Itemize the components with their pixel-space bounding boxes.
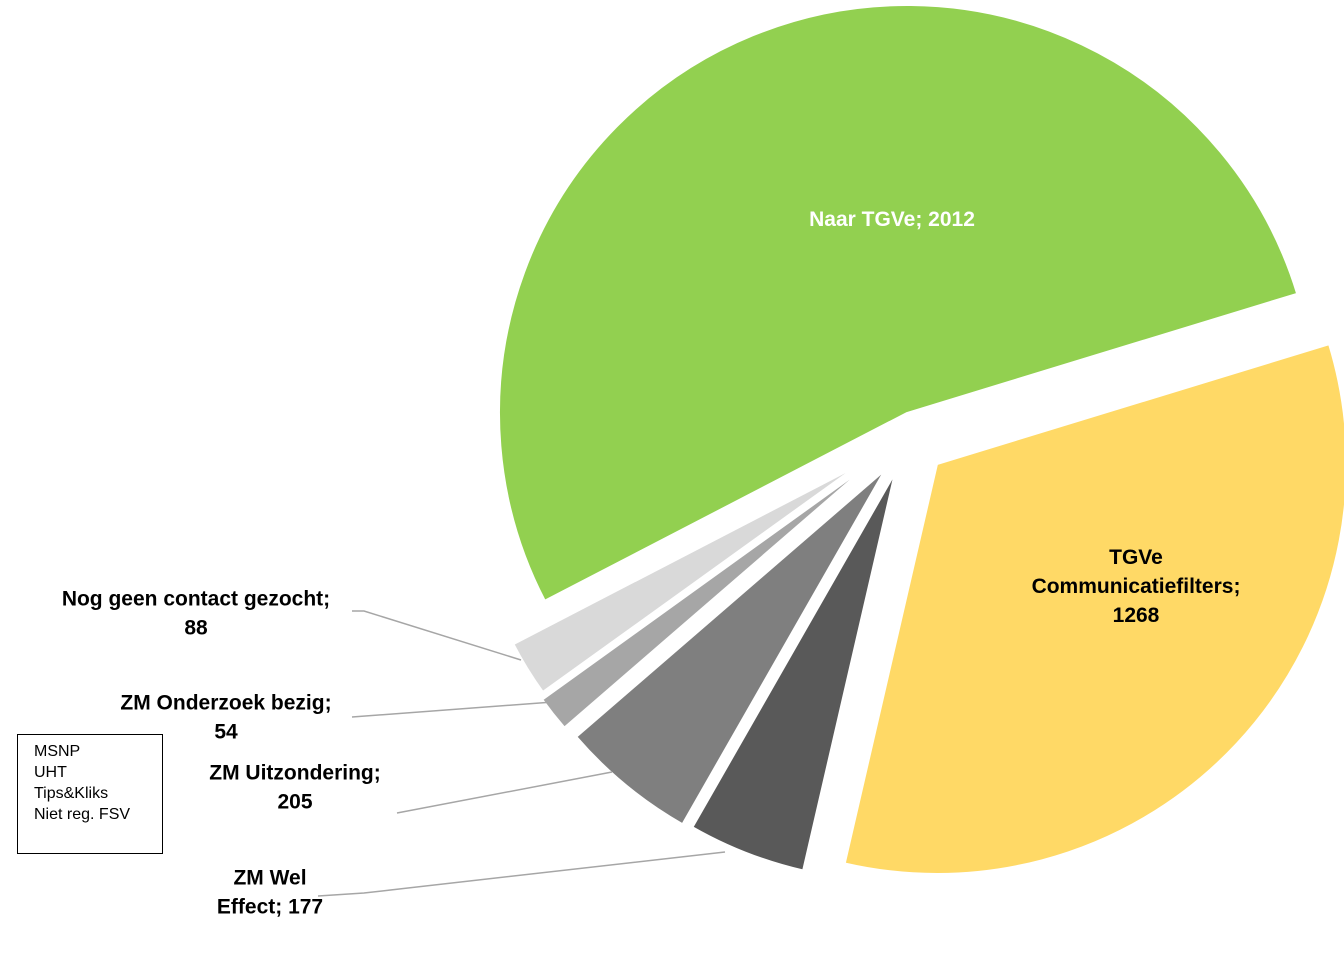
pie-slice-zm-uitzondering <box>574 469 886 826</box>
pie-slice-zm-wel-effect <box>691 472 896 872</box>
note-line: MSNP <box>34 743 81 760</box>
data-label-line: Naar TGVe; 2012 <box>809 208 975 231</box>
data-label-line: ZM Onderzoek bezig; <box>120 692 331 715</box>
pie-slice-zm-onderzoek-bezig <box>540 465 868 729</box>
pie-slice-naar-tgve <box>498 3 1299 603</box>
note-line: UHT <box>34 764 67 781</box>
note-box: MSNP UHT Tips&Kliks Niet reg. FSV <box>17 734 163 854</box>
data-label-line: Communicatiefilters; <box>1032 575 1241 598</box>
data-label: Nog geen contact gezocht; 88 <box>62 588 330 640</box>
leader-line <box>396 771 613 814</box>
leader-line <box>352 610 522 661</box>
note-line: Tips&Kliks <box>34 785 109 802</box>
data-label-line: TGVe <box>1109 546 1163 569</box>
data-label: ZM Wel Effect; 177 <box>217 867 323 919</box>
note-line: Niet reg. FSV <box>34 806 131 823</box>
data-label-line: Effect; 177 <box>217 896 323 919</box>
data-label: ZM Uitzondering; 205 <box>209 762 380 814</box>
data-label: Naar TGVe; 2012 <box>809 208 975 231</box>
data-label-line: ZM Uitzondering; <box>209 762 380 785</box>
pie-slice-tgve-communicatiefilters <box>843 342 1344 875</box>
data-label-line: 88 <box>184 617 208 640</box>
data-label: TGVe Communicatiefilters; 1268 <box>1032 546 1241 627</box>
data-label-line: 1268 <box>1113 604 1160 627</box>
pie-slices <box>498 3 1344 875</box>
leader-line <box>351 701 554 718</box>
data-label-line: 54 <box>214 721 238 744</box>
slice-labels: Naar TGVe; 2012 TGVe Communicatiefilters; 1… <box>62 208 1241 919</box>
data-label: ZM Onderzoek bezig; 54 <box>120 692 331 744</box>
data-label-line: 205 <box>277 791 312 814</box>
leader-line <box>317 851 726 897</box>
pie-slice-nog-geen-contact-gezocht <box>512 465 858 694</box>
leader-lines <box>317 610 726 897</box>
data-label-line: Nog geen contact gezocht; <box>62 588 330 611</box>
data-label-line: ZM Wel <box>233 867 306 890</box>
